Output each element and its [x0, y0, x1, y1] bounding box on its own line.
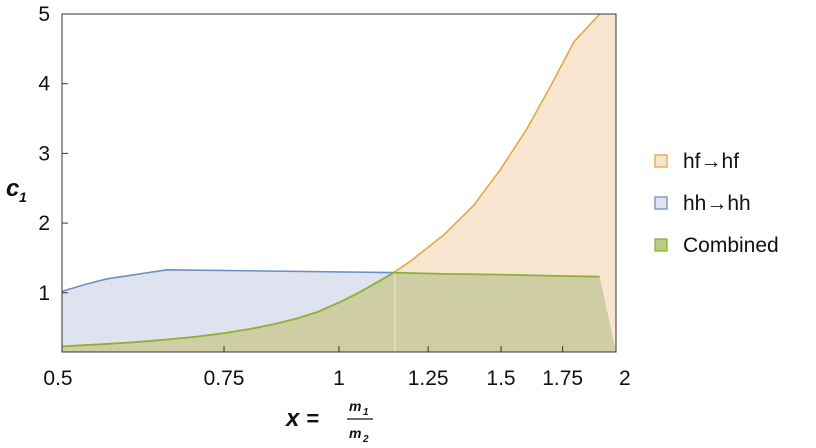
x-axis-denominator-sub: 2 — [362, 434, 369, 445]
x-tick-label: 1.5 — [486, 367, 515, 390]
x-axis-numerator-sub: 1 — [363, 407, 369, 418]
x-tick-label: 2 — [619, 367, 631, 390]
y-tick-label: 1 — [38, 282, 50, 305]
hh-line — [61, 268, 395, 293]
legend-swatch — [654, 238, 668, 252]
axis-ticks: 0.5 0.75 1 1.25 1.5 1.75 2 1 2 3 4 5 — [38, 3, 630, 390]
legend: hf→hf hh→hh Combined — [654, 150, 779, 257]
y-axis-var: c — [6, 175, 19, 202]
x-tick-label: 0.75 — [204, 367, 245, 390]
x-axis-equals: = — [306, 406, 319, 431]
x-axis-var: x — [284, 405, 301, 432]
combined-line — [61, 270, 600, 348]
y-tick-label: 3 — [38, 142, 50, 165]
legend-swatch — [654, 154, 668, 168]
x-tick-label: 1 — [333, 367, 345, 390]
x-axis-numerator: m — [349, 398, 361, 414]
x-axis-label: x = m 1 m 2 — [284, 398, 373, 445]
x-axis-denominator: m — [349, 425, 361, 441]
y-tick-label: 4 — [38, 73, 50, 96]
combined-area — [62, 271, 616, 352]
hf-line — [394, 13, 601, 273]
x-tick-label: 1.25 — [408, 367, 449, 390]
legend-label: Combined — [683, 234, 779, 257]
hf-area — [62, 14, 616, 352]
y-tick-label: 2 — [38, 212, 50, 235]
y-axis-label: c 1 — [6, 175, 27, 205]
x-tick-label: 0.5 — [43, 367, 72, 390]
series-lines — [61, 13, 601, 348]
legend-label: hh→hh — [683, 192, 751, 215]
y-axis-sub: 1 — [19, 189, 27, 205]
legend-swatch — [654, 196, 668, 210]
legend-label: hf→hf — [683, 150, 739, 173]
y-tick-label: 5 — [38, 3, 50, 26]
x-tick-label: 1.75 — [542, 367, 583, 390]
series-areas — [62, 14, 616, 352]
